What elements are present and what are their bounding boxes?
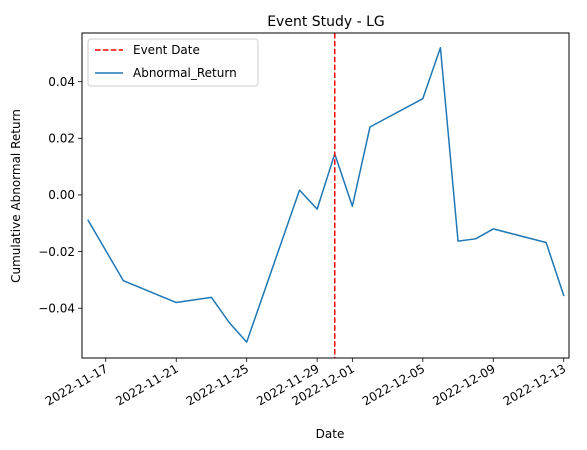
y-tick-label: 0.02 xyxy=(48,132,75,146)
y-tick-label: −0.04 xyxy=(38,301,75,315)
y-tick-label: 0.04 xyxy=(48,75,75,89)
y-tick-label: 0.00 xyxy=(48,188,75,202)
legend-box xyxy=(87,38,259,87)
legend-series-label: Abnormal_Return xyxy=(133,66,237,80)
legend: Event Date Abnormal_Return xyxy=(87,38,259,87)
y-tick-label: −0.02 xyxy=(38,245,75,259)
y-axis-ticks: −0.04 −0.02 0.00 0.02 0.04 xyxy=(38,75,82,315)
y-axis-label: Cumulative Abnormal Return xyxy=(9,109,23,283)
plot-area-frame xyxy=(81,32,570,359)
series-layer xyxy=(87,46,565,343)
x-axis-label: Date xyxy=(316,427,345,441)
chart-title: Event Study - LG xyxy=(267,14,385,30)
legend-event-label: Event Date xyxy=(133,43,200,57)
series-line-0 xyxy=(87,46,565,343)
